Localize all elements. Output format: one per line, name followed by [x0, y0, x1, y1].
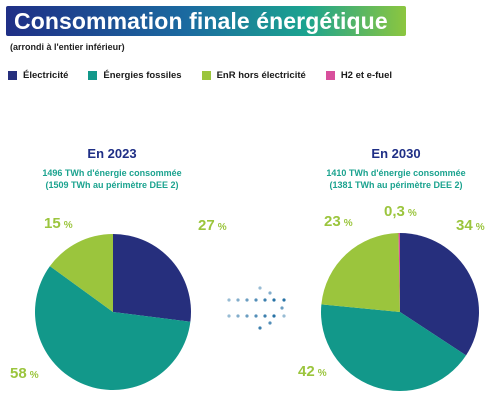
page-title: Consommation finale énergétique — [14, 8, 388, 34]
pie-2030-label-1: 42% — [298, 363, 327, 380]
page-subtitle: (arrondi à l'entier inférieur) — [10, 42, 125, 52]
arrow-dot — [227, 314, 231, 318]
legend-label-electricite: Électricité — [23, 69, 69, 81]
pie-2023-label-2: 15% — [44, 215, 73, 232]
legend-swatch-h2 — [325, 70, 335, 80]
pie-2023-slice-2 — [49, 234, 113, 312]
pie-2023-slice-0 — [113, 234, 191, 322]
arrow-dot — [245, 298, 249, 302]
arrow-dot — [268, 291, 272, 295]
chart-2023-desc-line1: 1496 TWh d'énergie consommée — [42, 168, 182, 178]
chart-2023-description: 1496 TWh d'énergie consommée (1509 TWh a… — [2, 167, 222, 191]
pie-2030-slice-3 — [398, 233, 400, 312]
chart-2030-desc-line1: 1410 TWh d'énergie consommée — [326, 168, 466, 178]
legend-item-enr: EnR hors électricité — [201, 69, 306, 81]
legend-swatch-electricite — [8, 70, 17, 80]
chart-2030-description: 1410 TWh d'énergie consommée (1381 TWh a… — [286, 167, 500, 191]
legend-item-fossiles: Énergies fossiles — [88, 69, 182, 81]
arrow-dot — [263, 314, 267, 318]
arrow-dot — [236, 314, 240, 318]
legend-item-h2: H2 et e-fuel — [325, 69, 393, 81]
pie-2030-slice-1 — [321, 304, 467, 392]
legend-item-electricite: Électricité — [8, 70, 68, 81]
pie-2023-slice-1 — [34, 266, 191, 390]
arrow-dot — [227, 298, 231, 302]
legend-label-fossiles: Énergies fossiles — [103, 69, 182, 81]
pie-2030-label-0: 34% — [456, 217, 485, 234]
chart-2023-title: En 2023 — [87, 146, 137, 161]
pie-2030-slice-2 — [321, 233, 400, 312]
chart-2023-desc-line2: (1509 TWh au périmètre DEE 2) — [45, 180, 179, 190]
arrow-dot — [282, 298, 286, 302]
arrow-dot — [258, 326, 262, 330]
arrow-dots-icon — [227, 286, 286, 330]
arrow-dot — [254, 298, 258, 302]
legend-swatch-enr — [201, 70, 211, 80]
legend-label-enr: EnR hors électricité — [216, 69, 306, 81]
legend-label-h2: H2 et e-fuel — [340, 69, 393, 81]
arrow-dot — [236, 298, 240, 302]
pie-2023-label-1: 58% — [10, 365, 39, 382]
pie-2030-slice-0 — [400, 233, 479, 356]
arrow-dot — [268, 321, 272, 325]
arrow-dot — [263, 298, 267, 302]
pie-2023-label-0: 27% — [198, 217, 227, 234]
arrow-dot — [272, 298, 276, 302]
pie-2030-label-2: 23% — [324, 213, 353, 230]
arrow-dot — [282, 314, 286, 318]
arrow-dot — [245, 314, 249, 318]
chart-2030-title: En 2030 — [371, 146, 421, 161]
pie-2030-label-3: 0,3% — [384, 203, 417, 220]
arrow-dot — [272, 314, 276, 318]
arrow-dot — [280, 306, 284, 310]
legend: Électricité Énergies fossiles EnR hors é… — [8, 68, 412, 82]
arrow-dot — [254, 314, 258, 318]
legend-swatch-fossiles — [88, 70, 98, 80]
title-banner: Consommation finale énergétique — [6, 6, 406, 36]
chart-2030-desc-line2: (1381 TWh au périmètre DEE 2) — [329, 180, 463, 190]
arrow-dot — [258, 286, 262, 290]
